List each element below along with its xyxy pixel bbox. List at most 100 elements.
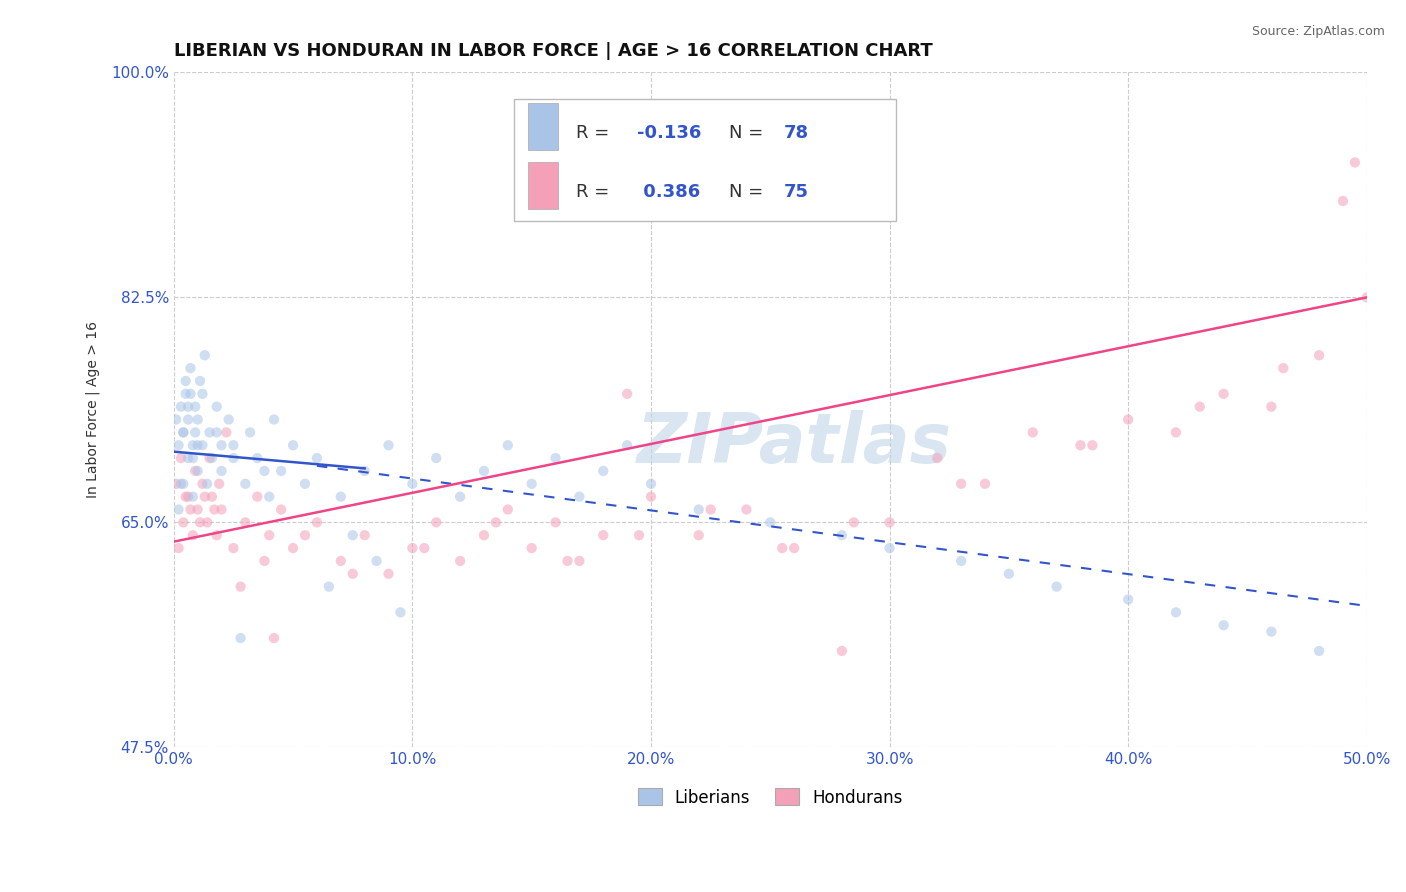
Text: 75: 75 (783, 183, 808, 201)
Point (172, 425, 194, 440)
Y-axis label: In Labor Force | Age > 16: In Labor Force | Age > 16 (86, 321, 100, 499)
Point (205, 400, 228, 414)
Text: Source: ZipAtlas.com: Source: ZipAtlas.com (1251, 25, 1385, 38)
Point (177, 490, 200, 504)
Point (215, 425, 238, 440)
Point (401, 541, 423, 555)
Point (187, 438, 209, 452)
Point (194, 348, 217, 362)
Point (568, 490, 591, 504)
Point (194, 490, 217, 504)
Point (366, 554, 388, 568)
Point (270, 502, 292, 516)
Point (179, 386, 201, 401)
Text: N =: N = (728, 125, 769, 143)
Point (188, 374, 211, 388)
Point (699, 502, 721, 516)
Point (1069, 438, 1091, 452)
Point (770, 541, 793, 555)
Point (167, 502, 190, 516)
Point (688, 528, 710, 542)
Point (1260, 624, 1282, 639)
Point (246, 490, 269, 504)
Point (557, 554, 579, 568)
Point (640, 476, 662, 491)
Point (167, 438, 190, 452)
Point (425, 516, 447, 530)
Point (783, 541, 806, 555)
Point (222, 541, 245, 555)
Point (329, 490, 352, 504)
Point (879, 541, 901, 555)
Point (1331, 194, 1354, 208)
Point (950, 554, 973, 568)
Point (172, 425, 194, 440)
Text: -0.136: -0.136 (637, 125, 702, 143)
Text: R =: R = (576, 125, 614, 143)
Point (184, 425, 207, 440)
Point (211, 438, 233, 452)
Point (170, 451, 193, 466)
Point (879, 516, 901, 530)
Point (496, 502, 519, 516)
FancyBboxPatch shape (513, 99, 896, 221)
Point (1164, 606, 1187, 620)
Point (401, 476, 423, 491)
Point (205, 425, 228, 440)
Point (520, 476, 543, 491)
Point (198, 451, 221, 466)
FancyBboxPatch shape (529, 103, 558, 151)
Point (246, 451, 269, 466)
Point (1022, 425, 1045, 440)
Point (1272, 361, 1295, 376)
Point (170, 476, 193, 491)
Point (229, 580, 252, 594)
Point (201, 490, 224, 504)
Point (174, 386, 197, 401)
Point (191, 476, 214, 491)
Point (616, 386, 638, 401)
Point (1164, 425, 1187, 440)
Point (842, 516, 865, 530)
Point (165, 476, 187, 491)
Point (177, 451, 200, 466)
Point (229, 631, 252, 645)
Point (281, 541, 304, 555)
Point (211, 464, 233, 478)
Text: ZIPatlas: ZIPatlas (637, 410, 952, 477)
Point (425, 451, 447, 466)
Point (950, 476, 973, 491)
Point (735, 502, 758, 516)
Point (253, 464, 276, 478)
Point (688, 502, 710, 516)
Point (342, 566, 364, 581)
Point (342, 528, 364, 542)
Point (1308, 644, 1330, 658)
Point (294, 476, 316, 491)
Point (222, 451, 245, 466)
Point (198, 425, 221, 440)
Point (222, 438, 245, 452)
Point (449, 490, 471, 504)
Point (181, 438, 204, 452)
Point (1260, 400, 1282, 414)
Point (1308, 348, 1330, 362)
Point (201, 451, 224, 466)
Point (187, 464, 209, 478)
Point (616, 438, 638, 452)
Point (831, 644, 853, 658)
Point (211, 502, 233, 516)
Point (544, 451, 567, 466)
Point (235, 476, 257, 491)
Point (496, 438, 519, 452)
Point (831, 528, 853, 542)
Point (1116, 592, 1139, 607)
Point (472, 464, 495, 478)
Point (172, 516, 194, 530)
Point (181, 490, 204, 504)
Point (179, 361, 201, 376)
Point (318, 580, 340, 594)
Point (329, 554, 352, 568)
Point (485, 516, 508, 530)
Point (205, 528, 228, 542)
